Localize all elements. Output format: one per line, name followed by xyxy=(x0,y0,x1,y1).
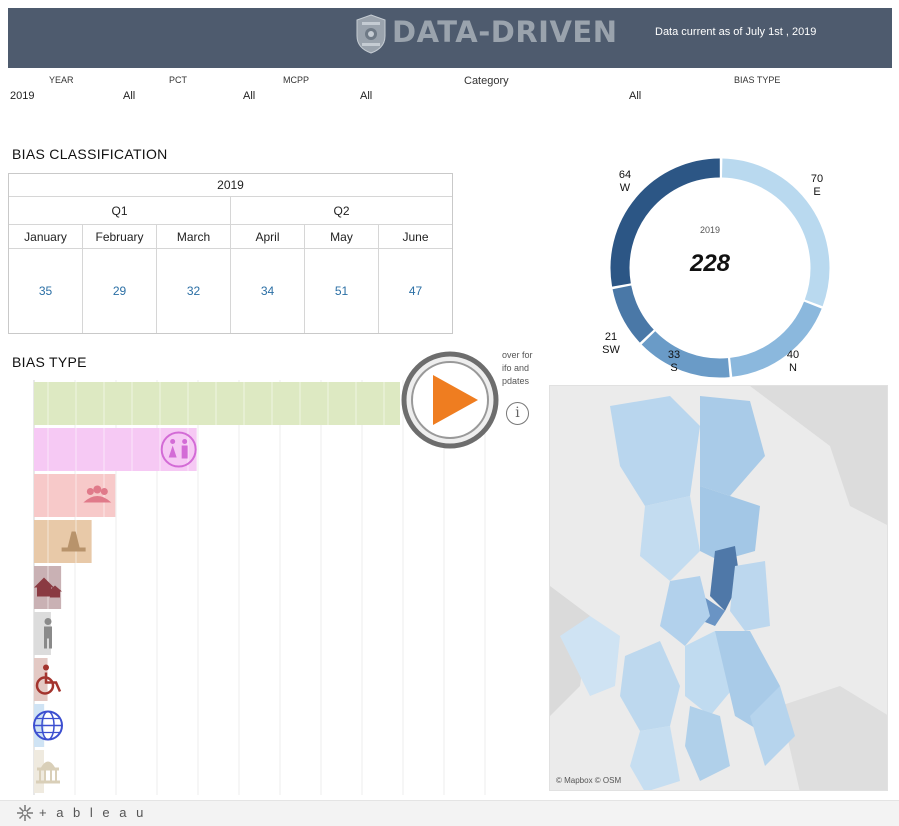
seattle-map[interactable] xyxy=(549,385,888,791)
filter-pct-value[interactable]: All xyxy=(123,90,136,102)
capitol-icon xyxy=(36,761,60,784)
bias-bar-group[interactable] xyxy=(34,474,116,517)
brand-title: DATA-DRIVEN xyxy=(392,15,618,49)
table-value-row: 35 29 32 34 51 47 xyxy=(9,249,452,333)
filter-mcpp-value[interactable]: All xyxy=(243,90,256,102)
table-cell[interactable]: 34 xyxy=(260,284,275,298)
table-year-header: 2019 xyxy=(217,178,244,192)
table-quarter-header: Q2 xyxy=(333,203,350,218)
table-month-header: March xyxy=(176,229,211,244)
classification-table: 2019 Q1 Q2 January February March April … xyxy=(8,173,453,334)
tableau-logo-icon[interactable] xyxy=(16,804,34,822)
bias-bar-religion[interactable] xyxy=(34,520,92,563)
bias-type-chart xyxy=(33,380,486,795)
table-cell[interactable]: 51 xyxy=(334,284,349,298)
header-bar xyxy=(8,8,892,68)
hint-line: ifo and xyxy=(502,363,530,373)
table-month-header: February xyxy=(95,229,144,244)
home-icon xyxy=(34,577,62,598)
filter-year-value[interactable]: 2019 xyxy=(10,90,35,102)
hint-line: over for xyxy=(502,350,533,360)
divider xyxy=(156,225,157,333)
bias-type-title: BIAS TYPE xyxy=(12,354,87,370)
table-quarter-header: Q1 xyxy=(111,203,128,218)
divider xyxy=(82,225,83,333)
donut-segment-n[interactable] xyxy=(729,301,822,377)
donut-label-sw[interactable]: 21 SW xyxy=(602,331,620,356)
bias-classification-title: BIAS CLASSIFICATION xyxy=(12,146,168,162)
table-month-header: June xyxy=(402,229,429,244)
table-year-row: 2019 xyxy=(9,174,452,197)
map-shapes[interactable] xyxy=(550,386,888,791)
gender-icon xyxy=(160,431,197,468)
data-current-text: Data current as of July 1st , 2019 xyxy=(655,26,817,38)
donut-segment-sw[interactable] xyxy=(612,285,654,343)
filter-bias-type-value[interactable]: All xyxy=(629,90,642,102)
footer-bar xyxy=(0,800,899,826)
table-cell[interactable]: 29 xyxy=(112,284,127,298)
table-month-header: May xyxy=(330,229,353,244)
donut-label-w[interactable]: 64 W xyxy=(618,169,632,194)
donut-label-e[interactable]: 70 E xyxy=(810,173,824,198)
footer-brand[interactable]: + a b l e a u xyxy=(39,805,147,820)
table-cell[interactable]: 47 xyxy=(408,284,423,298)
bias-bar-race[interactable] xyxy=(34,382,400,425)
precinct-donut-chart xyxy=(610,158,830,378)
map-attribution[interactable]: © Mapbox © OSM xyxy=(556,776,622,785)
filter-category-label[interactable]: Category xyxy=(464,75,509,87)
table-month-header: January xyxy=(24,229,67,244)
police-badge-icon xyxy=(356,14,386,54)
donut-year: 2019 xyxy=(699,225,721,235)
table-cell[interactable]: 32 xyxy=(186,284,201,298)
donut-label-s[interactable]: 33 S xyxy=(667,349,681,374)
donut-segment-w[interactable] xyxy=(610,158,721,287)
donut-segment-s[interactable] xyxy=(641,331,730,378)
filter-bias-type-label: BIAS TYPE xyxy=(734,75,781,85)
info-icon[interactable]: i xyxy=(506,402,529,425)
donut-total: 228 xyxy=(689,250,731,277)
table-month-header: April xyxy=(255,229,280,244)
play-icon[interactable] xyxy=(400,350,500,450)
filter-pct-label: PCT xyxy=(169,75,187,85)
filter-mcpp-label: MCPP xyxy=(283,75,310,85)
filter-year-label: YEAR xyxy=(49,75,74,85)
group-icon xyxy=(83,485,112,503)
wheelchair-icon xyxy=(35,664,62,695)
table-cell[interactable]: 35 xyxy=(38,284,53,298)
hint-line: pdates xyxy=(502,376,530,386)
divider xyxy=(304,225,305,333)
filter-extra-value[interactable]: All xyxy=(360,90,373,102)
divider xyxy=(378,225,379,333)
donut-segment-e[interactable] xyxy=(721,158,830,307)
religion-icon xyxy=(61,531,86,552)
person-icon xyxy=(44,618,52,649)
donut-label-n[interactable]: 40 N xyxy=(786,349,800,374)
divider xyxy=(230,197,231,333)
globe-icon xyxy=(33,710,63,741)
